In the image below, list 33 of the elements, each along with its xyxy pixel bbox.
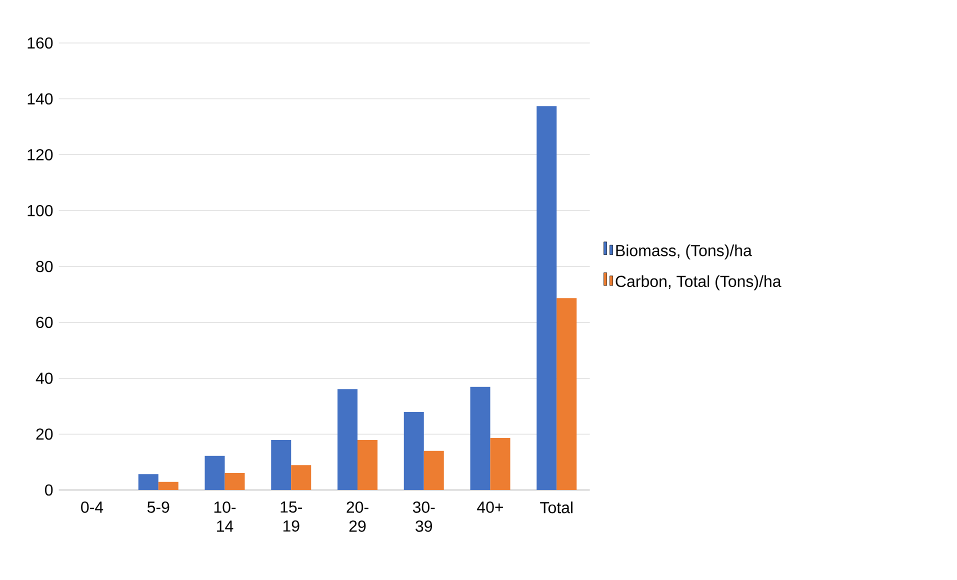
bar [138,474,158,490]
x-tick-label: 15-19 [280,502,302,532]
x-tick-label: Total [540,502,572,514]
x-tick-label: 5-9 [147,502,170,513]
y-tick-label: 20 [36,428,53,440]
bar [358,440,378,490]
bar [224,472,245,490]
bar [204,456,225,490]
y-tick-label: 160 [28,37,53,49]
bar [490,438,510,490]
y-tick-label: 140 [28,93,53,105]
y-tick-label: 0 [45,484,53,496]
x-tick-label: 30-39 [412,502,435,532]
x-tick-label: 20-29 [346,502,368,532]
bar [338,389,358,490]
y-tick-label: 60 [36,316,53,328]
y-tick-label: 80 [36,260,53,272]
bar [556,298,577,490]
y-tick-label: 120 [28,149,53,160]
legend-label: Biomass, (Tons)/ha [616,244,752,260]
bar [158,482,178,490]
bar [424,450,444,490]
bar [271,440,292,490]
y-tick-label: 100 [28,204,53,216]
y-tick-label: 40 [36,372,53,384]
legend-label: Carbon, Total (Tons)/ha [616,275,782,290]
x-tick-label: 0-4 [81,502,104,513]
bar [404,412,424,490]
bar [536,106,557,490]
x-tick-label: 40+ [477,502,504,513]
bar [291,465,312,490]
x-tick-label: 10-14 [214,502,236,532]
bar [470,386,490,490]
